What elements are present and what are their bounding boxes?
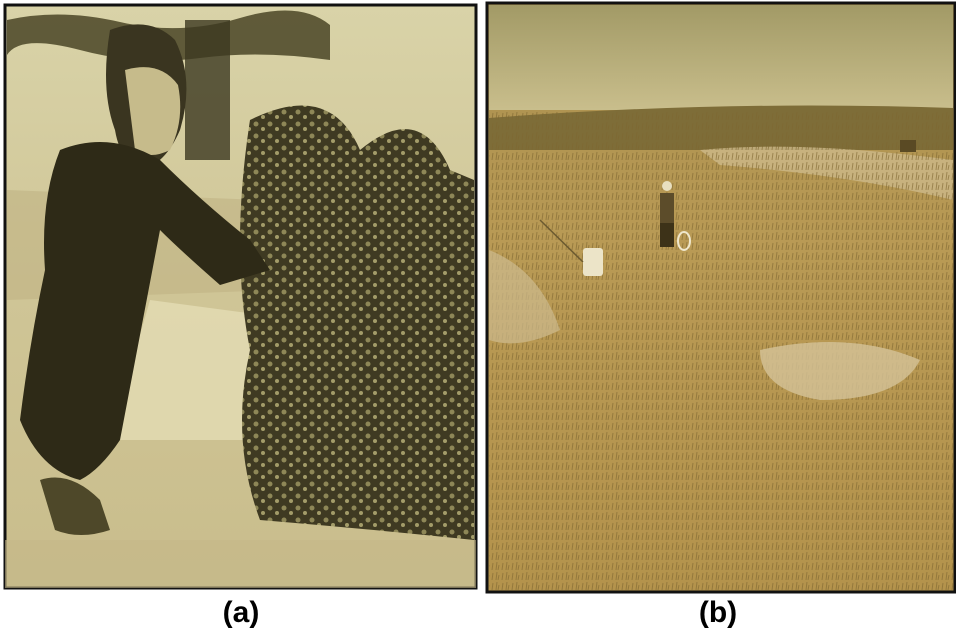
- photo-b: [487, 3, 955, 592]
- figure: (a) (b): [0, 0, 956, 637]
- photo-a: [5, 5, 476, 588]
- caption: (a): [223, 596, 260, 629]
- caption: (b): [699, 596, 737, 629]
